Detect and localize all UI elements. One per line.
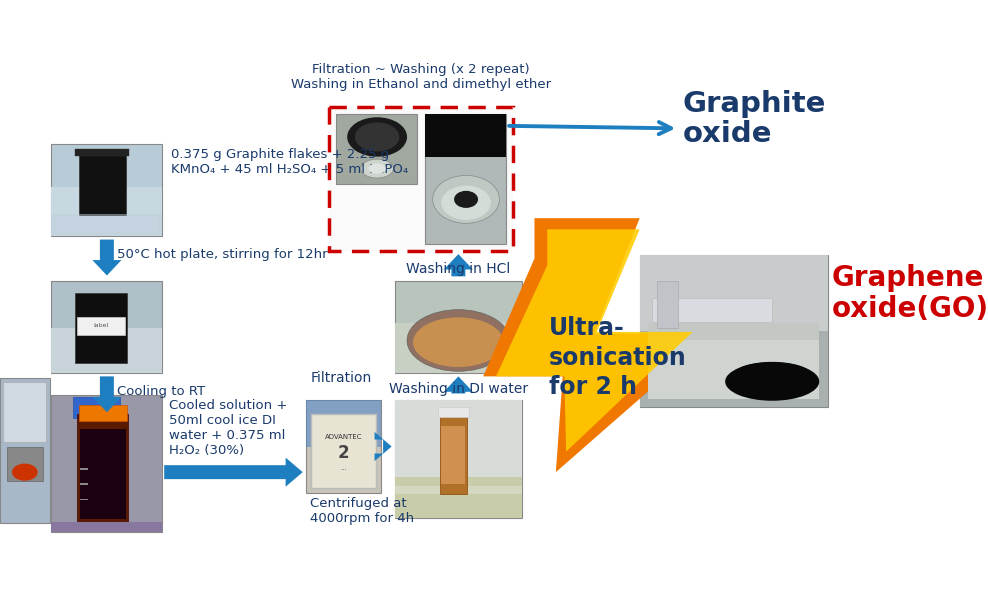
Bar	[425, 114, 506, 244]
Bar	[639, 255, 828, 407]
Bar	[77, 317, 124, 335]
Ellipse shape	[734, 362, 811, 388]
Bar	[395, 486, 522, 494]
Text: Graphene
oxide(GO): Graphene oxide(GO)	[832, 263, 988, 323]
Polygon shape	[374, 432, 391, 461]
Polygon shape	[92, 240, 122, 275]
Bar	[75, 292, 126, 363]
Bar	[425, 114, 506, 157]
Ellipse shape	[12, 464, 38, 481]
Ellipse shape	[725, 362, 819, 401]
Bar	[73, 397, 120, 419]
Text: ...: ...	[341, 465, 347, 471]
Bar	[51, 186, 162, 236]
Bar	[77, 414, 128, 525]
Bar	[55, 217, 158, 232]
Bar	[79, 406, 126, 421]
Polygon shape	[496, 229, 693, 452]
Bar	[306, 400, 381, 493]
Bar	[657, 281, 678, 327]
Bar	[329, 107, 513, 250]
Text: Ultra-
sonication
for 2 h: Ultra- sonication for 2 h	[549, 316, 687, 399]
Bar	[79, 150, 125, 223]
Bar	[336, 114, 417, 184]
Text: ADVANTEC: ADVANTEC	[325, 434, 363, 440]
Bar	[395, 323, 522, 373]
Text: Cooling to RT: Cooling to RT	[118, 385, 206, 398]
Ellipse shape	[361, 159, 393, 178]
Polygon shape	[444, 377, 473, 394]
Bar	[51, 327, 162, 373]
Polygon shape	[92, 377, 122, 412]
Ellipse shape	[369, 163, 385, 173]
Bar	[639, 331, 828, 407]
Text: 2: 2	[338, 445, 350, 462]
Ellipse shape	[433, 175, 499, 223]
Ellipse shape	[413, 317, 504, 367]
Bar	[395, 400, 522, 519]
Bar	[75, 149, 129, 156]
Bar	[395, 281, 522, 373]
Bar	[306, 400, 381, 446]
Bar	[79, 498, 88, 500]
Bar	[79, 483, 88, 485]
Text: Graphite
oxide: Graphite oxide	[683, 90, 826, 148]
Bar	[51, 522, 162, 532]
Bar	[648, 323, 819, 398]
Bar	[51, 214, 162, 236]
Text: label: label	[93, 323, 109, 329]
Bar	[51, 395, 162, 532]
Text: Washing in HCl: Washing in HCl	[406, 262, 511, 276]
Ellipse shape	[442, 186, 491, 220]
Bar	[79, 468, 88, 469]
Text: Filtration ~ Washing (x 2 repeat)
Washing in Ethanol and dimethyl ether: Filtration ~ Washing (x 2 repeat) Washin…	[290, 63, 550, 91]
Polygon shape	[483, 218, 714, 472]
Text: Centrifuged at
4000rpm for 4h: Centrifuged at 4000rpm for 4h	[310, 497, 415, 525]
Bar	[442, 426, 465, 484]
Bar	[438, 407, 468, 417]
Text: 50°C hot plate, stirring for 12hr: 50°C hot plate, stirring for 12hr	[118, 249, 328, 262]
Text: Washing in DI water: Washing in DI water	[389, 382, 528, 396]
Text: Cooled solution +
50ml cool ice DI
water + 0.375 ml
H₂O₂ (30%): Cooled solution + 50ml cool ice DI water…	[169, 400, 288, 458]
Polygon shape	[444, 254, 473, 276]
Ellipse shape	[347, 117, 407, 157]
Ellipse shape	[355, 123, 399, 152]
Bar	[395, 400, 522, 477]
Text: Filtration: Filtration	[310, 371, 371, 385]
Text: 0.375 g Graphite flakes + 2.25 g
KMnO₄ + 45 ml H₂SO₄ + 5 ml H₃PO₄: 0.375 g Graphite flakes + 2.25 g KMnO₄ +…	[171, 148, 408, 176]
Bar	[51, 281, 162, 373]
Bar	[639, 255, 828, 331]
Bar	[395, 477, 522, 519]
Ellipse shape	[407, 310, 510, 371]
Bar	[652, 298, 773, 321]
Bar	[51, 144, 162, 236]
Polygon shape	[164, 458, 302, 487]
Bar	[7, 446, 42, 481]
Ellipse shape	[454, 191, 478, 208]
Bar	[648, 340, 819, 398]
Bar	[3, 382, 46, 442]
Bar	[79, 429, 125, 519]
Bar	[440, 412, 467, 494]
Bar	[0, 378, 49, 523]
Bar	[311, 414, 376, 488]
